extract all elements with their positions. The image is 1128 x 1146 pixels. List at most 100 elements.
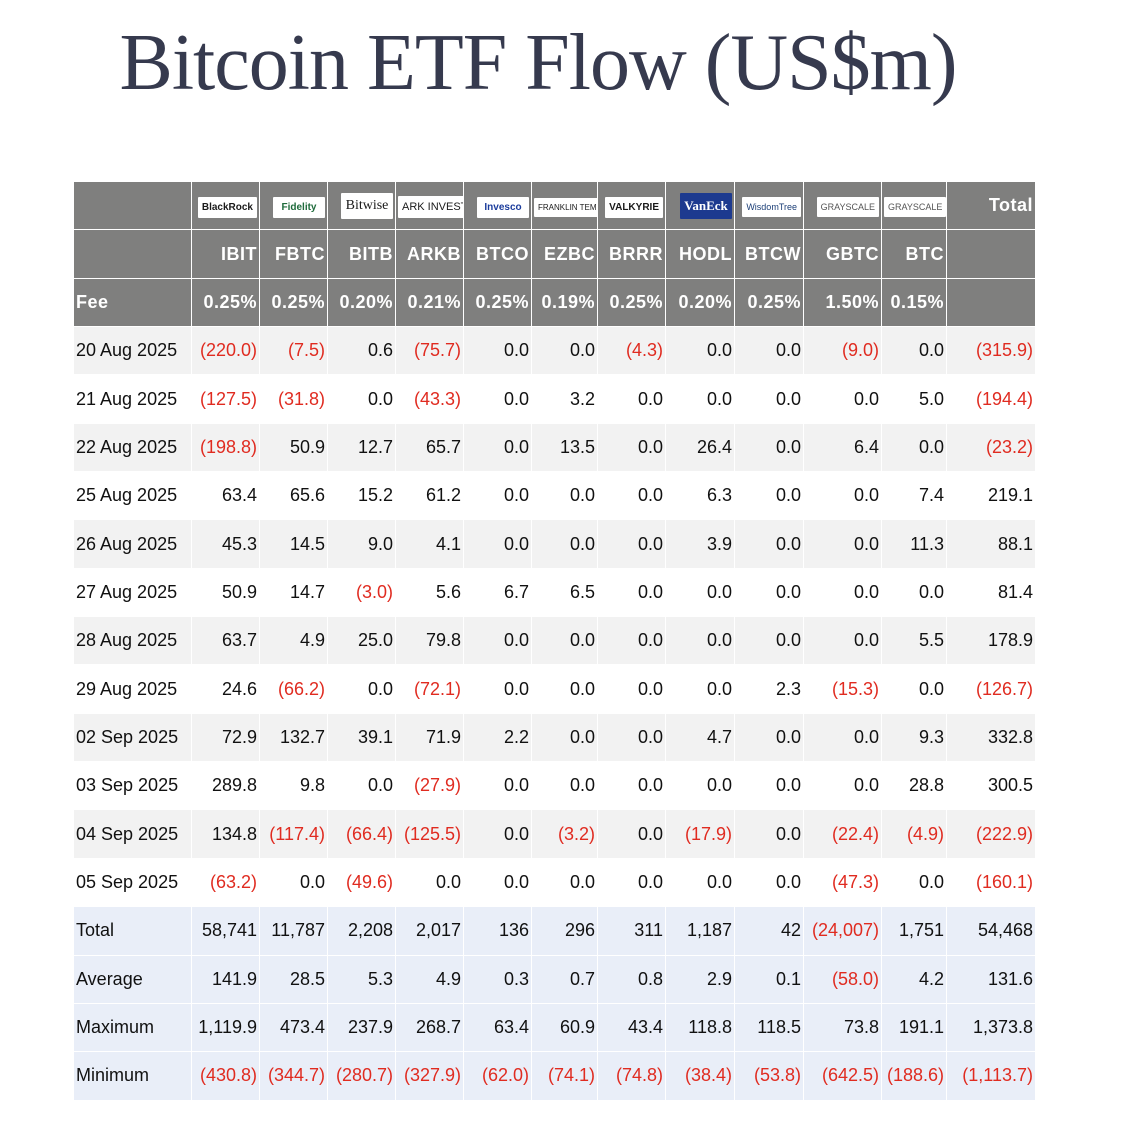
table-row: 22 Aug 2025 (198.8) 50.9 12.7 65.7 0.0 13.5 0.0… bbox=[73, 422, 1036, 473]
table-row-label: 21 Aug 2025 bbox=[73, 374, 192, 424]
flow-cell: (327.9) bbox=[395, 1051, 464, 1101]
flow-cell: 0.0 bbox=[597, 857, 666, 908]
summary-row-label: Minimum bbox=[73, 1051, 192, 1101]
flow-cell: 6.7 bbox=[463, 567, 532, 618]
flow-cell: 65.6 bbox=[259, 471, 328, 521]
flow-cell: 0.0 bbox=[881, 567, 947, 618]
flow-cell: 1,119.9 bbox=[191, 1002, 260, 1053]
flow-cell: 0.0 bbox=[531, 712, 598, 763]
flow-cell: 0.0 bbox=[327, 664, 396, 714]
fee-value: 0.19% bbox=[531, 277, 598, 328]
flow-cell: 0.0 bbox=[665, 761, 735, 811]
flow-cell: 0.0 bbox=[395, 857, 464, 908]
flow-cell: 0.0 bbox=[531, 616, 598, 666]
flow-cell: 0.0 bbox=[734, 857, 804, 908]
logo-row: BlackRock Fidelity Bitwise ARK INVEST In… bbox=[73, 180, 1036, 231]
ticker-header: GBTC bbox=[803, 229, 882, 279]
flow-cell: (15.3) bbox=[803, 664, 882, 714]
flow-cell: 9.3 bbox=[881, 712, 947, 763]
flow-cell: 0.0 bbox=[734, 712, 804, 763]
flow-cell: 178.9 bbox=[946, 616, 1036, 666]
flow-cell: 0.0 bbox=[803, 471, 882, 521]
flow-cell: 43.4 bbox=[597, 1002, 666, 1053]
flow-cell: 11.3 bbox=[881, 519, 947, 569]
flow-cell: 118.5 bbox=[734, 1002, 804, 1053]
ark-invest-logo: ARK INVEST bbox=[398, 195, 463, 218]
flow-cell: (49.6) bbox=[327, 857, 396, 908]
flow-cell: (3.0) bbox=[327, 567, 396, 618]
fee-value: 0.25% bbox=[463, 277, 532, 328]
flow-cell: 3.2 bbox=[531, 374, 598, 424]
flow-cell: 0.0 bbox=[734, 567, 804, 618]
flow-cell: 1,187 bbox=[665, 906, 735, 956]
flow-cell: (127.5) bbox=[191, 374, 260, 424]
flow-cell: 0.0 bbox=[463, 809, 532, 859]
summary-row-label: Total bbox=[73, 906, 192, 956]
page-title: Bitcoin ETF Flow (US$m) bbox=[119, 19, 957, 107]
table-row: 04 Sep 2025 134.8 (117.4) (66.4) (125.5) 0.0(… bbox=[73, 809, 1036, 859]
flow-cell: 61.2 bbox=[395, 471, 464, 521]
flow-cell: 39.1 bbox=[327, 712, 396, 763]
grayscale-logo: GRAYSCALE bbox=[884, 197, 946, 218]
summary-row: Minimum (430.8) (344.7) (280.7) (327.9) (62.0… bbox=[73, 1051, 1036, 1101]
flow-cell: 81.4 bbox=[946, 567, 1036, 618]
flow-cell: 136 bbox=[463, 906, 532, 956]
flow-cell: 0.0 bbox=[665, 567, 735, 618]
flow-cell: (75.7) bbox=[395, 326, 464, 376]
summary-row-label: Maximum bbox=[73, 1002, 192, 1053]
flow-cell: 0.0 bbox=[463, 519, 532, 569]
table-row: 29 Aug 2025 24.6 (66.2) 0.0 (72.1) 0.0 0.0 0.0 0… bbox=[73, 664, 1036, 714]
etf-flow-table: BlackRock Fidelity Bitwise ARK INVEST In… bbox=[73, 180, 1036, 1101]
table-row-label: 26 Aug 2025 bbox=[73, 519, 192, 569]
flow-cell: (43.3) bbox=[395, 374, 464, 424]
flow-cell: 289.8 bbox=[191, 761, 260, 811]
flow-cell: 25.0 bbox=[327, 616, 396, 666]
flow-cell: 300.5 bbox=[946, 761, 1036, 811]
flow-cell: (222.9) bbox=[946, 809, 1036, 859]
flow-cell: 134.8 bbox=[191, 809, 260, 859]
flow-cell: 0.0 bbox=[597, 567, 666, 618]
flow-cell: 63.7 bbox=[191, 616, 260, 666]
table-row: 28 Aug 2025 63.7 4.9 25.0 79.8 0.0 0.0 0.0 0.0 0.… bbox=[73, 616, 1036, 666]
flow-cell: 0.0 bbox=[463, 326, 532, 376]
flow-cell: 4.9 bbox=[395, 954, 464, 1004]
table-row-label: 20 Aug 2025 bbox=[73, 326, 192, 376]
flow-cell: 0.0 bbox=[734, 471, 804, 521]
flow-cell: (47.3) bbox=[803, 857, 882, 908]
flow-cell: 0.0 bbox=[531, 664, 598, 714]
flow-cell: (198.8) bbox=[191, 422, 260, 473]
flow-cell: 219.1 bbox=[946, 471, 1036, 521]
flow-cell: (23.2) bbox=[946, 422, 1036, 473]
flow-cell: 0.0 bbox=[531, 519, 598, 569]
flow-cell: (125.5) bbox=[395, 809, 464, 859]
flow-cell: 1,373.8 bbox=[946, 1002, 1036, 1053]
flow-cell: (27.9) bbox=[395, 761, 464, 811]
flow-cell: 0.0 bbox=[803, 374, 882, 424]
flow-cell: (72.1) bbox=[395, 664, 464, 714]
fee-value: 0.20% bbox=[665, 277, 735, 328]
table-row-label: 05 Sep 2025 bbox=[73, 857, 192, 908]
flow-cell: 0.0 bbox=[597, 809, 666, 859]
flow-cell: 4.9 bbox=[259, 616, 328, 666]
summary-row: Maximum 1,119.9 473.4 237.9 268.7 63.4 60.9 43.… bbox=[73, 1002, 1036, 1053]
flow-cell: 0.8 bbox=[597, 954, 666, 1004]
flow-cell: 0.0 bbox=[881, 326, 947, 376]
table-row-label: 04 Sep 2025 bbox=[73, 809, 192, 859]
flow-cell: (188.6) bbox=[881, 1051, 947, 1101]
flow-cell: 5.0 bbox=[881, 374, 947, 424]
flow-cell: 2.3 bbox=[734, 664, 804, 714]
flow-cell: 0.0 bbox=[597, 422, 666, 473]
flow-cell: 4.7 bbox=[665, 712, 735, 763]
flow-cell: 9.8 bbox=[259, 761, 328, 811]
flow-cell: 0.0 bbox=[803, 567, 882, 618]
flow-cell: 26.4 bbox=[665, 422, 735, 473]
table-row: 26 Aug 2025 45.3 14.5 9.0 4.1 0.0 0.0 0.0 3.9 0.0… bbox=[73, 519, 1036, 569]
flow-cell: 9.0 bbox=[327, 519, 396, 569]
flow-cell: 63.4 bbox=[191, 471, 260, 521]
invesco-logo: Invesco bbox=[477, 196, 529, 218]
flow-cell: 58,741 bbox=[191, 906, 260, 956]
fee-row: Fee 0.25% 0.25% 0.20% 0.21% 0.25% 0.19% … bbox=[73, 277, 1036, 328]
flow-cell: 0.0 bbox=[463, 857, 532, 908]
ticker-header: IBIT bbox=[191, 229, 260, 279]
flow-cell: 5.3 bbox=[327, 954, 396, 1004]
